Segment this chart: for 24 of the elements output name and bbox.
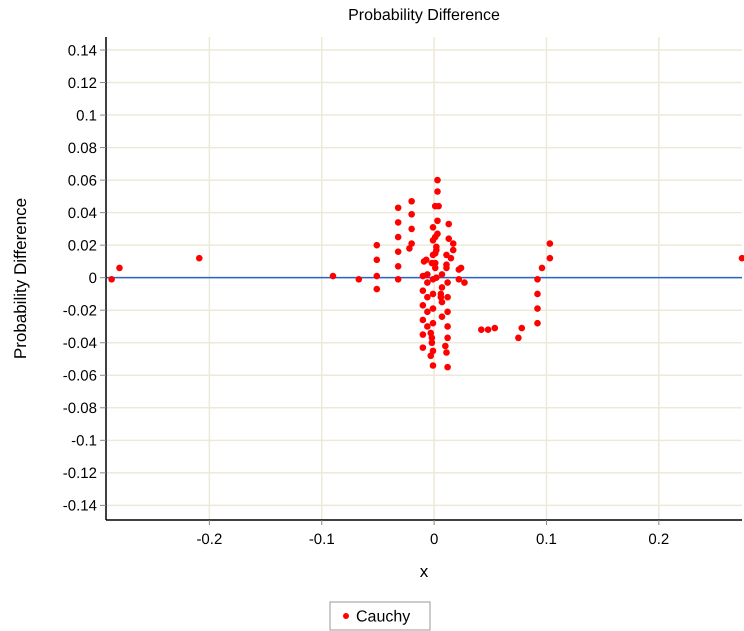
x-tick-label: -0.2 — [196, 531, 222, 548]
x-tick-label: -0.1 — [308, 531, 335, 548]
y-tick-label: 0.12 — [68, 74, 97, 92]
y-tick-label: -0.06 — [62, 368, 97, 385]
y-tick-label: 0.04 — [68, 204, 97, 222]
y-axis-title: Probability Difference — [11, 198, 30, 360]
y-tick-label: -0.08 — [62, 400, 97, 418]
y-tick-label: 0.08 — [68, 140, 97, 157]
y-tick-label: -0.12 — [62, 465, 97, 482]
y-tick-label: -0.1 — [71, 432, 97, 450]
legend-label: Cauchy — [356, 608, 410, 626]
y-tick-label: -0.02 — [62, 302, 97, 320]
x-tick-label: 0 — [430, 531, 438, 548]
y-tick-label: 0 — [88, 270, 97, 287]
y-tick-label: -0.14 — [62, 498, 97, 515]
x-tick-label: 0.1 — [536, 531, 557, 548]
y-tick-label: -0.04 — [62, 334, 97, 352]
x-axis-title: x — [420, 562, 429, 581]
y-tick-label: 0.14 — [68, 42, 97, 60]
y-tick-label: 0.02 — [68, 237, 97, 254]
x-tick-label: 0.2 — [648, 531, 670, 548]
chart-title: Probability Difference — [348, 7, 500, 24]
y-tick-label: 0.06 — [68, 172, 97, 190]
y-tick-label: 0.1 — [76, 107, 97, 124]
